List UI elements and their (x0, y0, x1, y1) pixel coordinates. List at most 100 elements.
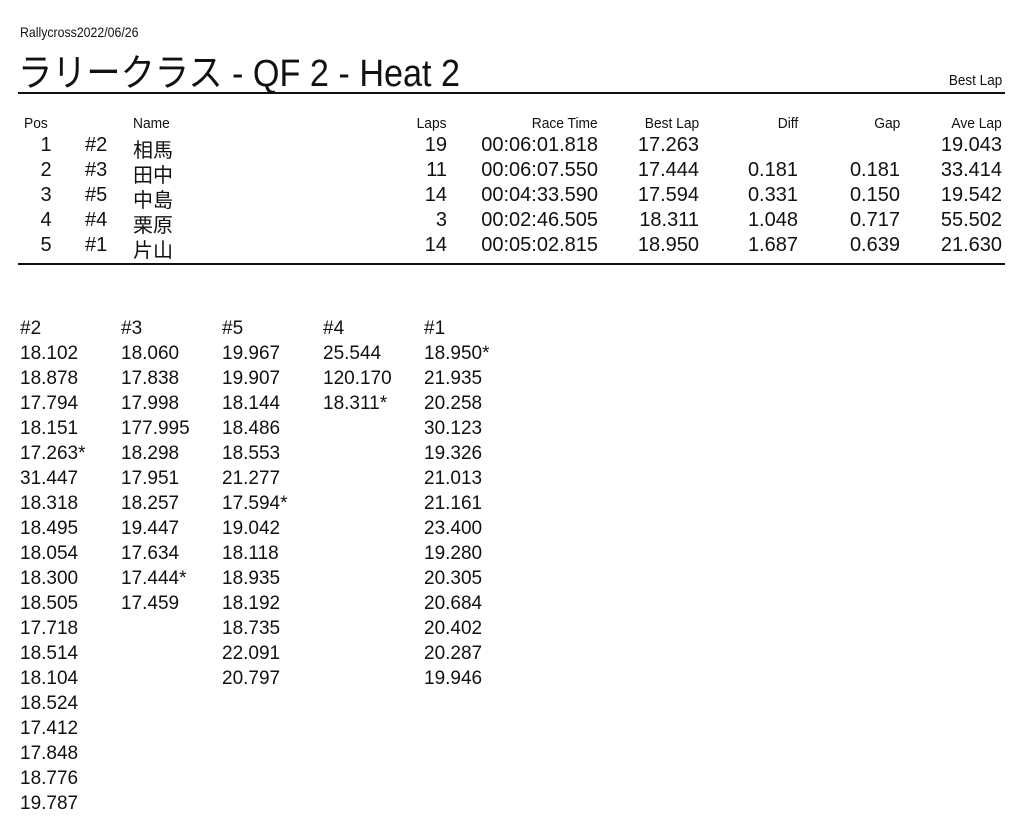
cell-car-number: #4 (85, 209, 108, 231)
lap-time: 20.402 (424, 618, 483, 639)
cell-diff: 0.331 (747, 184, 798, 206)
lap-time: 19.042 (222, 518, 281, 539)
lap-time: 17.263* (20, 443, 86, 464)
lap-time: 177.995 (121, 418, 190, 439)
lap-time: 18.054 (20, 543, 79, 564)
cell-laps: 14 (424, 184, 447, 206)
lap-time: 17.444* (121, 568, 187, 589)
cell-position: 4 (40, 209, 52, 231)
lap-time: 18.192 (222, 593, 281, 614)
lap-time: 18.878 (20, 368, 79, 389)
lap-time: 18.151 (20, 418, 79, 439)
col-header-diff: Diff (777, 115, 798, 132)
cell-car-number: #1 (85, 234, 108, 256)
cell-car-number: #2 (85, 134, 108, 156)
lap-time: 19.907 (222, 368, 281, 389)
lap-time: 18.118 (222, 543, 279, 564)
col-header-ave-lap: Ave Lap (951, 115, 1002, 132)
cell-laps: 3 (435, 209, 447, 231)
lap-time: 17.412 (20, 718, 79, 739)
lap-time: 21.935 (424, 368, 483, 389)
lap-column: #1 18.950* 21.935 20.258 30.123 19.326 21.013 2… (424, 316, 490, 691)
cell-position: 5 (40, 234, 52, 256)
lap-time: 19.326 (424, 443, 483, 464)
cell-gap: 0.639 (849, 234, 900, 256)
cell-position: 3 (40, 184, 52, 206)
col-header-name: Name (133, 115, 170, 132)
lap-time: 23.400 (424, 518, 483, 539)
lap-time: 19.280 (424, 543, 483, 564)
cell-car-number: #5 (85, 184, 108, 206)
cell-driver-name: 片山 (133, 240, 173, 262)
col-header-pos: Pos (24, 115, 48, 132)
header-divider (18, 92, 1005, 94)
lap-time: 20.287 (424, 643, 483, 664)
cell-ave-lap: 21.630 (940, 234, 1002, 256)
col-header-gap: Gap (873, 115, 900, 132)
lap-time: 18.102 (20, 343, 79, 364)
cell-driver-name: 相馬 (133, 140, 173, 162)
cell-diff: 1.048 (747, 209, 798, 231)
lap-time: 17.998 (121, 393, 180, 414)
lap-time: 17.718 (20, 618, 79, 639)
col-header-best-lap: Best Lap (644, 115, 699, 132)
lap-column: #4 25.544 120.170 18.311* (323, 316, 392, 416)
cell-race-time: 00:02:46.505 (481, 209, 598, 231)
lap-column: #5 19.967 19.907 18.144 18.486 18.553 21.277 17… (222, 316, 288, 691)
cell-laps: 11 (426, 159, 447, 181)
cell-best-lap: 17.444 (637, 159, 699, 181)
lap-time: 17.459 (121, 593, 180, 614)
cell-driver-name: 栗原 (133, 215, 173, 237)
sort-mode-label: Best Lap (948, 72, 1002, 89)
cell-car-number: #3 (85, 159, 108, 181)
lap-time: 18.776 (20, 768, 79, 789)
lap-time: 17.594* (222, 493, 288, 514)
cell-driver-name: 中島 (133, 190, 173, 212)
cell-ave-lap: 55.502 (940, 209, 1002, 231)
lap-time: 18.505 (20, 593, 79, 614)
lap-column: #3 18.060 17.838 17.998 177.995 18.298 17.951 1… (121, 316, 190, 616)
cell-gap: 0.150 (849, 184, 900, 206)
lap-column: #2 18.102 18.878 17.794 18.151 17.263* 31.447 1… (20, 316, 86, 816)
cell-position: 2 (40, 159, 52, 181)
lap-time: 18.495 (20, 518, 79, 539)
lap-time: 17.838 (121, 368, 180, 389)
lap-time: 18.311* (323, 393, 388, 414)
lap-column-car: #5 (222, 318, 244, 339)
cell-ave-lap: 19.043 (940, 134, 1002, 156)
lap-time: 31.447 (20, 468, 79, 489)
cell-race-time: 00:05:02.815 (481, 234, 598, 256)
table-bottom-divider (18, 263, 1005, 265)
cell-diff: 0.181 (747, 159, 798, 181)
lap-time: 18.060 (121, 343, 180, 364)
lap-column-car: #2 (20, 318, 42, 339)
lap-time: 21.161 (424, 493, 483, 514)
lap-column-car: #1 (424, 318, 446, 339)
lap-column-car: #4 (323, 318, 345, 339)
col-header-race-time: Race Time (532, 115, 598, 132)
lap-time: 17.794 (20, 393, 79, 414)
lap-time: 18.257 (121, 493, 180, 514)
lap-time: 19.946 (424, 668, 483, 689)
page-title: ラリークラス - QF 2 - Heat 2 (18, 53, 461, 95)
lap-time: 17.634 (121, 543, 180, 564)
lap-time: 20.797 (222, 668, 281, 689)
lap-time: 18.300 (20, 568, 79, 589)
cell-diff: 1.687 (747, 234, 798, 256)
lap-time: 120.170 (323, 368, 392, 389)
lap-time: 18.514 (20, 643, 79, 664)
cell-race-time: 00:06:01.818 (481, 134, 598, 156)
lap-time: 18.524 (20, 693, 79, 714)
lap-time: 18.298 (121, 443, 180, 464)
lap-time: 30.123 (424, 418, 483, 439)
cell-gap: 0.717 (849, 209, 900, 231)
event-subtitle: Rallycross2022/06/26 (20, 24, 139, 40)
lap-time: 18.318 (20, 493, 79, 514)
lap-time: 19.787 (20, 793, 79, 814)
cell-ave-lap: 33.414 (940, 159, 1002, 181)
lap-time: 22.091 (222, 643, 281, 664)
lap-time: 18.104 (20, 668, 79, 689)
lap-time: 17.951 (121, 468, 180, 489)
col-header-laps: Laps (417, 115, 447, 132)
cell-position: 1 (40, 134, 52, 156)
